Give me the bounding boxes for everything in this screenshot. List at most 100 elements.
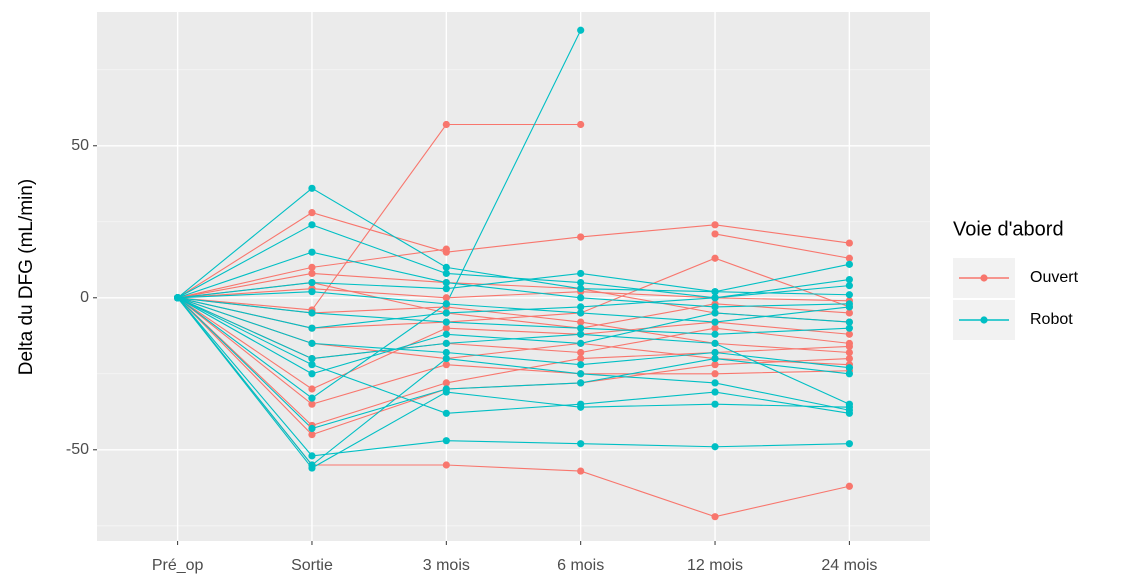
point bbox=[577, 120, 585, 129]
point bbox=[845, 364, 853, 372]
patient-line bbox=[177, 297, 850, 414]
point bbox=[577, 370, 585, 378]
point bbox=[845, 291, 853, 299]
point bbox=[577, 348, 585, 357]
point bbox=[577, 324, 585, 332]
patient-line bbox=[177, 291, 850, 323]
point bbox=[711, 303, 719, 311]
point bbox=[845, 348, 853, 357]
point bbox=[577, 26, 585, 34]
point bbox=[845, 324, 853, 332]
patient-line bbox=[714, 233, 850, 259]
point bbox=[845, 275, 853, 284]
point bbox=[308, 354, 316, 363]
point bbox=[442, 285, 450, 293]
legend-key-point bbox=[980, 274, 988, 282]
patient-line bbox=[177, 297, 850, 390]
x-tick-label: Sortie bbox=[291, 557, 333, 574]
point bbox=[845, 342, 853, 351]
point bbox=[711, 370, 719, 378]
point bbox=[308, 288, 316, 296]
point bbox=[442, 278, 450, 287]
point bbox=[711, 294, 719, 302]
patient-line bbox=[177, 278, 850, 329]
point bbox=[845, 239, 853, 247]
point bbox=[442, 318, 450, 326]
patient-line bbox=[177, 297, 850, 427]
point bbox=[442, 324, 450, 332]
point bbox=[845, 330, 853, 338]
point bbox=[577, 269, 585, 278]
point bbox=[577, 400, 585, 408]
point bbox=[577, 379, 585, 387]
point bbox=[845, 282, 853, 290]
point bbox=[308, 394, 316, 402]
point bbox=[711, 288, 719, 296]
patient-line bbox=[177, 297, 850, 405]
point bbox=[442, 120, 450, 129]
point bbox=[711, 324, 719, 332]
point bbox=[442, 300, 450, 308]
point bbox=[442, 269, 450, 278]
point bbox=[845, 254, 853, 262]
point bbox=[308, 461, 316, 469]
point bbox=[308, 361, 316, 369]
x-tick-label: Pré_op bbox=[152, 557, 204, 574]
point bbox=[442, 461, 450, 469]
point bbox=[308, 209, 316, 217]
point bbox=[711, 443, 719, 451]
point bbox=[711, 230, 719, 238]
x-tick-label: 6 mois bbox=[557, 557, 604, 574]
point bbox=[442, 348, 450, 357]
point bbox=[442, 385, 450, 393]
legend-title: Voie d'abord bbox=[953, 218, 1064, 240]
patient-line bbox=[177, 272, 850, 299]
point bbox=[577, 278, 585, 287]
point bbox=[442, 379, 450, 387]
point bbox=[442, 309, 450, 317]
patient-line bbox=[177, 224, 850, 299]
patient-line bbox=[177, 297, 850, 430]
point bbox=[711, 354, 719, 363]
patient-line bbox=[177, 297, 850, 369]
point bbox=[442, 294, 450, 302]
point bbox=[577, 467, 585, 475]
point bbox=[577, 361, 585, 369]
point bbox=[308, 400, 316, 408]
point bbox=[442, 263, 450, 271]
point bbox=[308, 339, 316, 347]
point bbox=[711, 513, 719, 521]
point bbox=[711, 361, 719, 369]
point bbox=[711, 400, 719, 408]
point bbox=[711, 330, 719, 338]
point bbox=[577, 330, 585, 338]
patient-line bbox=[177, 297, 850, 335]
y-tick-label: 0 bbox=[80, 289, 89, 306]
point bbox=[308, 370, 316, 378]
point bbox=[845, 260, 853, 268]
x-tick-label: 12 mois bbox=[687, 557, 743, 574]
point bbox=[308, 263, 316, 271]
point bbox=[845, 303, 853, 311]
point bbox=[442, 245, 450, 253]
patient-line bbox=[177, 297, 850, 469]
patient-line bbox=[177, 297, 850, 466]
legend-label: Ouvert bbox=[1030, 269, 1079, 286]
point bbox=[711, 221, 719, 229]
point bbox=[308, 184, 316, 192]
point bbox=[845, 440, 853, 448]
point bbox=[845, 406, 853, 414]
plot-panel bbox=[97, 12, 930, 541]
point bbox=[308, 385, 316, 393]
point bbox=[845, 309, 853, 317]
point bbox=[308, 324, 316, 332]
point bbox=[308, 269, 316, 278]
point bbox=[308, 430, 316, 439]
patient-line bbox=[177, 123, 581, 311]
point bbox=[442, 437, 450, 445]
patient-line bbox=[177, 212, 850, 299]
x-tick-label: 24 mois bbox=[821, 557, 877, 574]
point bbox=[577, 303, 585, 311]
point bbox=[308, 278, 316, 287]
